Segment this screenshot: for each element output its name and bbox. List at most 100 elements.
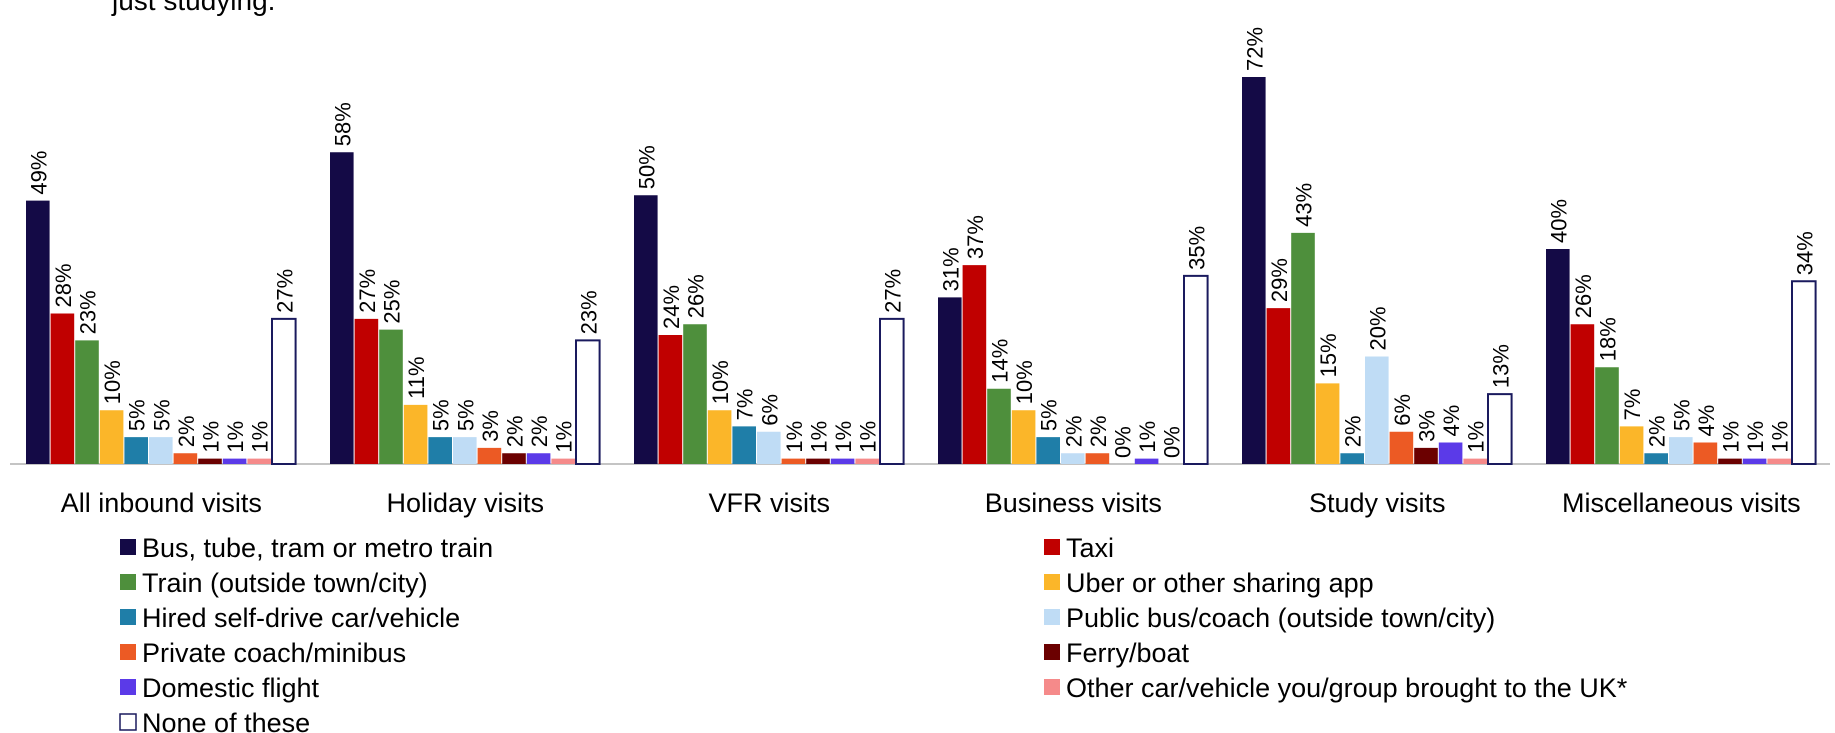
legend-swatch: [1044, 679, 1060, 695]
bar: [1011, 410, 1036, 464]
data-label: 15%: [1316, 333, 1341, 377]
bar: [477, 447, 502, 464]
legend-label: Train (outside town/city): [142, 568, 428, 598]
legend-label: Other car/vehicle you/group brought to t…: [1066, 673, 1628, 703]
data-label: 5%: [149, 399, 174, 431]
data-label: 1%: [831, 421, 856, 453]
bar: [757, 431, 781, 464]
bar: [1693, 442, 1718, 464]
legend-label: Bus, tube, tram or metro train: [142, 533, 493, 563]
data-label: 1%: [199, 421, 224, 453]
data-label: 26%: [1571, 274, 1596, 318]
bar: [962, 265, 987, 464]
data-label: 1%: [248, 421, 273, 453]
data-label: 27%: [355, 269, 380, 313]
bar: [1791, 280, 1817, 465]
x-tick-label: Study visits: [1309, 488, 1446, 518]
bar: [271, 317, 297, 465]
bar: [1085, 453, 1110, 464]
data-label: 2%: [1341, 415, 1366, 447]
bar: [707, 410, 732, 464]
bar: [658, 335, 683, 464]
bar: [1266, 308, 1291, 464]
legend-swatch: [1044, 609, 1060, 625]
bar: [1718, 458, 1742, 464]
legend-label: Uber or other sharing app: [1066, 568, 1374, 598]
bar: [806, 458, 830, 464]
bar: [1619, 426, 1644, 464]
data-label: 31%: [938, 247, 963, 291]
data-label: 18%: [1596, 317, 1621, 361]
data-label: 27%: [272, 269, 297, 313]
bar: [1644, 453, 1668, 464]
data-label: 35%: [1184, 226, 1209, 270]
legend-swatch: [1044, 539, 1060, 555]
data-label: 23%: [576, 290, 601, 334]
x-tick-label: Miscellaneous visits: [1562, 488, 1801, 518]
bar: [26, 200, 50, 464]
data-label: 11%: [404, 356, 429, 398]
data-label: 5%: [429, 399, 454, 431]
data-label: 1%: [1135, 421, 1160, 453]
data-label: 3%: [478, 410, 503, 442]
bar: [428, 437, 452, 464]
chart-subtitle: just studying.: [111, 0, 275, 16]
bar: [354, 318, 379, 464]
data-label: 2%: [174, 415, 199, 447]
bar: [1546, 249, 1570, 464]
data-label: 1%: [1743, 421, 1768, 453]
bar: [1134, 458, 1159, 464]
data-label: 24%: [659, 285, 684, 329]
bar: [222, 458, 247, 464]
legend-swatch: [120, 609, 136, 625]
bar: [1291, 232, 1315, 464]
data-label: 2%: [1061, 415, 1086, 447]
data-label: 1%: [223, 421, 248, 453]
data-label: 28%: [51, 263, 76, 307]
bar: [50, 313, 75, 464]
bar: [634, 195, 658, 464]
data-label: 50%: [634, 145, 659, 189]
data-label: 4%: [1439, 405, 1464, 437]
bar: [198, 458, 222, 464]
data-label: 2%: [1645, 415, 1670, 447]
x-tick-label: VFR visits: [709, 488, 831, 518]
data-label: 5%: [1037, 399, 1062, 431]
data-label: 10%: [100, 360, 125, 404]
data-label: 5%: [453, 399, 478, 431]
bar: [453, 437, 477, 464]
bar: [247, 458, 271, 464]
bar: [732, 426, 756, 464]
data-label: 2%: [503, 415, 528, 447]
data-label: 3%: [1415, 410, 1440, 442]
bar: [502, 453, 526, 464]
data-label: 43%: [1292, 183, 1317, 227]
bar: [1595, 367, 1619, 464]
data-label: 40%: [1546, 199, 1571, 243]
data-label: 26%: [684, 274, 709, 318]
bar: [124, 437, 148, 464]
data-label: 29%: [1267, 258, 1292, 302]
legend-swatch: [1044, 574, 1060, 590]
legend-label: None of these: [142, 708, 310, 733]
data-label: 20%: [1365, 306, 1390, 350]
bar: [173, 453, 198, 464]
bar: [830, 458, 855, 464]
bar: [1463, 458, 1487, 464]
data-label: 6%: [1390, 394, 1415, 426]
legend-label: Hired self-drive car/vehicle: [142, 603, 460, 633]
data-label: 5%: [1669, 399, 1694, 431]
bar: [1242, 77, 1266, 464]
x-tick-label: Holiday visits: [387, 488, 545, 518]
data-label: 10%: [708, 360, 733, 404]
bar: [1487, 393, 1513, 465]
legend-swatch: [120, 679, 136, 695]
legend-label: Domestic flight: [142, 673, 320, 703]
data-label: 2%: [1086, 415, 1111, 447]
bar: [781, 458, 806, 464]
bar: [1414, 447, 1438, 464]
bar: [1767, 458, 1791, 464]
data-label: 1%: [807, 421, 832, 453]
bar: [1315, 383, 1340, 464]
data-label: 23%: [76, 290, 101, 334]
